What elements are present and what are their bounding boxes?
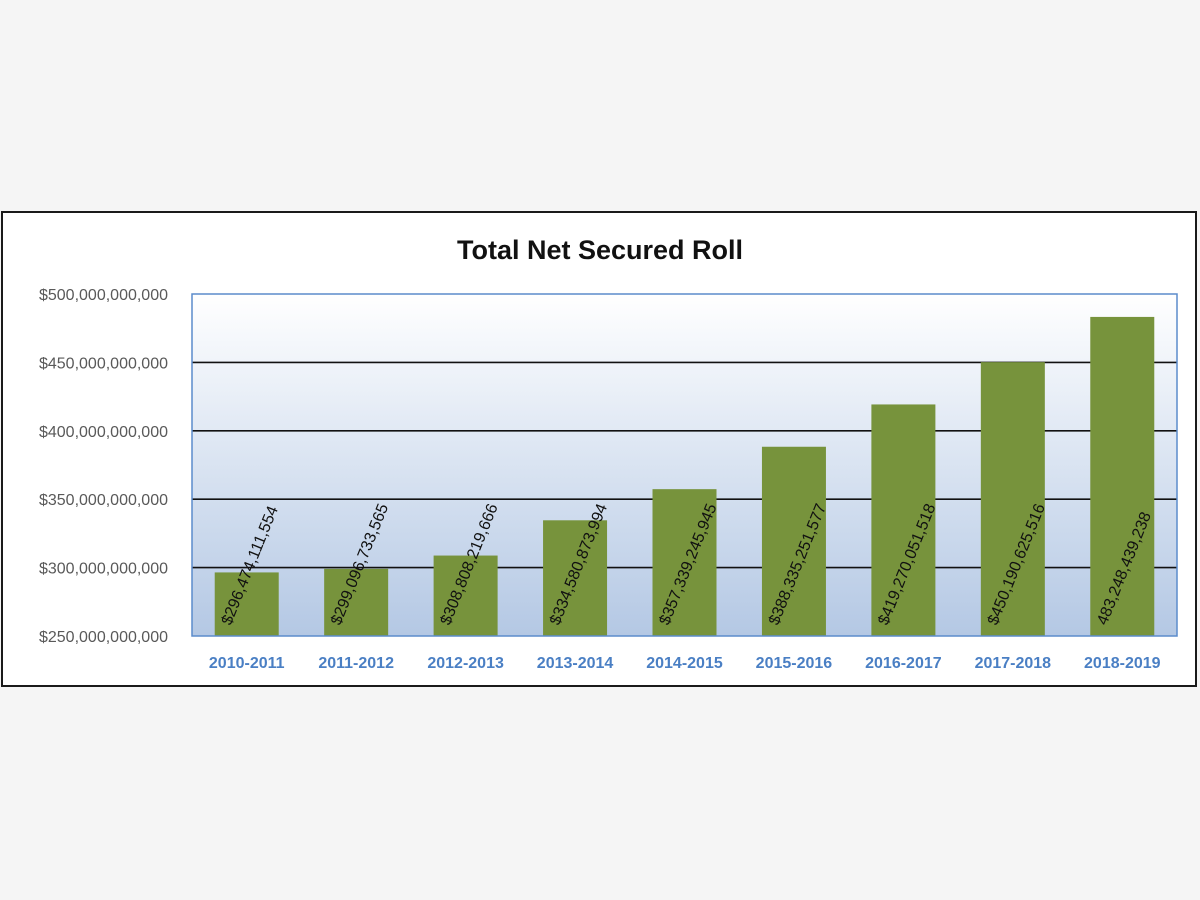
- x-tick-label: 2016-2017: [865, 655, 942, 672]
- y-tick-label: $250,000,000,000: [39, 629, 168, 646]
- y-axis-ticks: $250,000,000,000 $300,000,000,000 $350,000…: [39, 287, 168, 646]
- x-tick-label: 2013-2014: [537, 655, 614, 672]
- x-tick-label: 2015-2016: [756, 655, 833, 672]
- y-tick-label: $300,000,000,000: [39, 561, 168, 578]
- bar: [324, 568, 389, 636]
- y-tick-label: $450,000,000,000: [39, 355, 168, 372]
- bar: [1090, 316, 1155, 636]
- bars: [214, 316, 1155, 636]
- bar: [980, 362, 1045, 636]
- bar: [214, 572, 279, 636]
- bar-chart: Total Net Secured Roll $250,000,000,000$…: [39, 235, 1178, 672]
- x-tick-label: 2018-2019: [1084, 655, 1161, 672]
- x-tick-label: 2012-2013: [427, 655, 504, 672]
- plot-border: [191, 293, 1178, 637]
- y-tick-label: $400,000,000,000: [39, 424, 168, 441]
- chart-title: Total Net Secured Roll: [457, 235, 743, 265]
- x-tick-label: 2011-2012: [318, 655, 394, 672]
- bar: [871, 404, 936, 636]
- x-tick-label: 2010-2011: [209, 655, 285, 672]
- x-axis-ticks: 2010-2011 2011-2012 2012-2013 2013-2014 2014…: [209, 655, 1161, 672]
- bar: [761, 446, 826, 636]
- bar: [433, 555, 498, 636]
- x-tick-label: 2014-2015: [646, 655, 723, 672]
- y-tick-label: $350,000,000,000: [39, 492, 168, 509]
- bar: [652, 489, 717, 636]
- chart-frame: Total Net Secured Roll $250,000,000,000 $…: [1, 211, 1197, 687]
- bar: [543, 520, 608, 636]
- y-tick-label: $500,000,000,000: [39, 287, 168, 304]
- x-tick-label: 2017-2018: [975, 655, 1052, 672]
